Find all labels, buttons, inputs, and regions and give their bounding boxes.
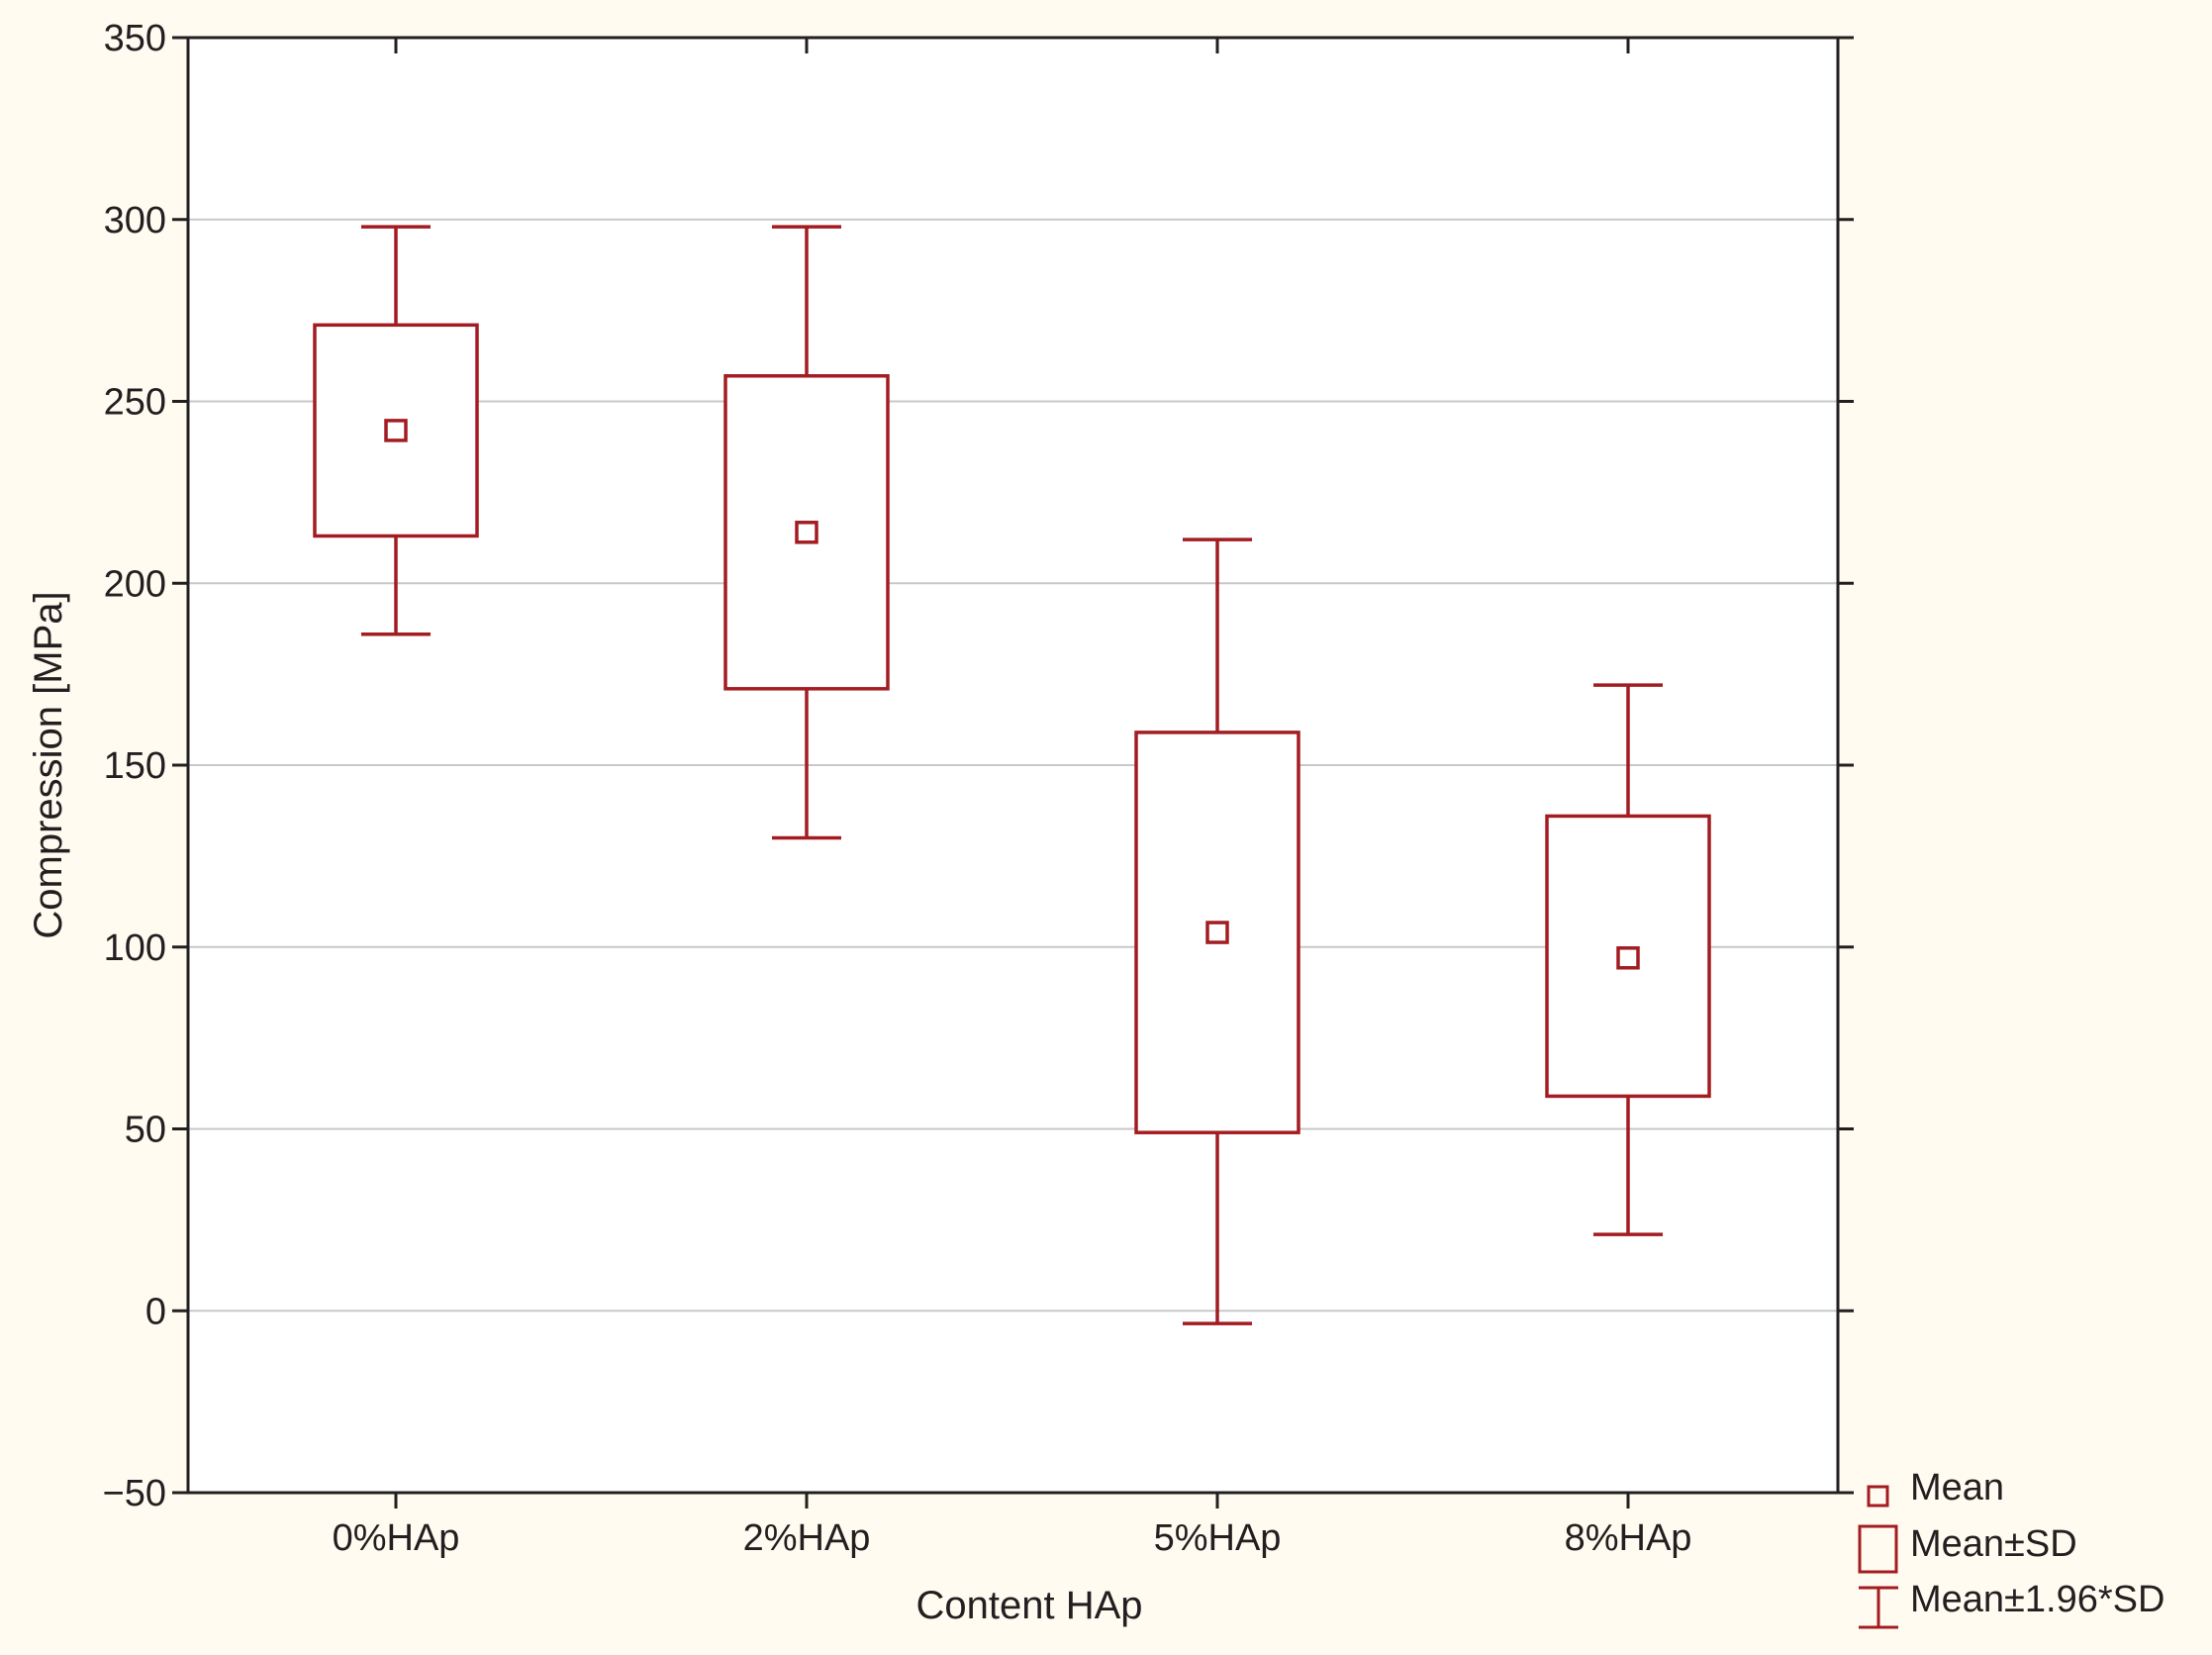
x-tick-label: 2%HAp: [743, 1517, 871, 1559]
box-group-3: [1134, 537, 1300, 1325]
y-tick-label: 350: [104, 18, 166, 59]
x-tick-label: 8%HAp: [1565, 1517, 1692, 1559]
data-marks: [313, 225, 1711, 1325]
y-tick-label: 250: [104, 382, 166, 424]
legend-mean-label: Mean: [1910, 1467, 2004, 1509]
legend-box-label: Mean±SD: [1910, 1523, 2077, 1565]
legend-box-symbol: [1858, 1524, 1898, 1574]
y-tick-label: 300: [104, 200, 166, 242]
y-tick-label: 200: [104, 563, 166, 605]
x-tick-label: 0%HAp: [333, 1517, 460, 1559]
mean-marker: [1616, 946, 1640, 970]
legend-whisker-symbol: [1859, 1586, 1898, 1629]
sd-box: [723, 374, 890, 691]
mean-marker: [1205, 921, 1229, 944]
y-tick-label: −50: [103, 1473, 166, 1514]
y-tick-label: 150: [104, 745, 166, 787]
grid-lines: [188, 218, 1838, 1313]
y-tick-label: 0: [145, 1291, 166, 1332]
legend: Mean Mean±SD Mean±1.96*SD: [1858, 1467, 2164, 1629]
box-group-4: [1545, 683, 1711, 1236]
x-tick-label: 5%HAp: [1154, 1517, 1282, 1559]
box-group-1: [313, 225, 479, 636]
legend-mean-symbol: [1867, 1485, 1889, 1508]
y-tick-label: 50: [125, 1110, 166, 1151]
mean-marker: [384, 419, 408, 442]
mean-marker: [795, 521, 818, 544]
y-axis-title: Compression [MPa]: [27, 591, 70, 938]
sd-box: [1134, 730, 1300, 1134]
box-group-2: [723, 225, 890, 840]
axis-ticks: −50 0 50 100 150 200 250 300 350 0%HAp 2%HAp 5%HAp 8…: [103, 18, 1854, 1559]
sd-box: [313, 323, 479, 538]
y-tick-label: 100: [104, 927, 166, 969]
x-axis-title: Content HAp: [915, 1584, 1142, 1627]
sd-box: [1545, 814, 1711, 1099]
legend-whisker-label: Mean±1.96*SD: [1910, 1579, 2164, 1620]
